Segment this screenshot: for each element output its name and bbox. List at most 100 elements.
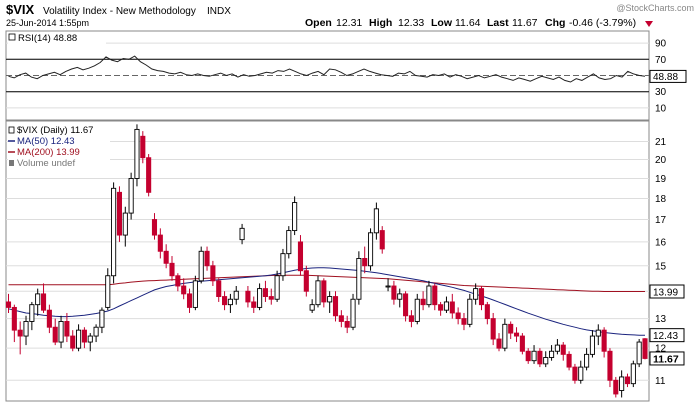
candle (5, 293, 12, 313)
candle-body (362, 258, 368, 267)
candle (519, 333, 525, 355)
candle-body (233, 290, 239, 300)
candle-body (76, 329, 82, 349)
candle (496, 333, 502, 352)
candle (292, 196, 298, 236)
candle-body (344, 321, 350, 328)
candle-body (151, 219, 158, 236)
candle-body (531, 350, 537, 362)
candle (537, 348, 543, 368)
price-tag-box (649, 284, 685, 299)
price-tick-label: 13 (655, 314, 667, 325)
candle (467, 293, 473, 328)
candle-body (426, 285, 432, 306)
candle (578, 360, 584, 384)
candle-body (332, 296, 339, 317)
chart-date: 25-Jun-2014 1:55pm (6, 18, 89, 28)
candle-body (455, 312, 461, 320)
candle-body (175, 275, 181, 287)
candle-body (572, 366, 578, 381)
candle (414, 293, 420, 325)
candle-body (578, 366, 584, 381)
rsi-panel: 90 70 30 10 RSI(14) 48.88 48.88 (5, 30, 687, 121)
candle-body (5, 301, 12, 308)
candle (455, 307, 461, 325)
candle (17, 321, 23, 355)
candle (367, 228, 374, 271)
candle (403, 291, 409, 322)
candle (116, 186, 122, 242)
candle (344, 315, 350, 334)
candle (461, 312, 467, 331)
rsi-title: RSI(14) 48.88 (18, 33, 77, 44)
chart-name: Volatility Index - New Methodology (43, 6, 196, 17)
candle-body (245, 290, 251, 303)
candle-body (268, 296, 274, 300)
last-value: 11.67 (512, 17, 538, 29)
candle (23, 315, 29, 346)
candle-body (52, 326, 58, 343)
candle-body (146, 157, 152, 193)
legend-bg (8, 136, 110, 147)
candle-body (99, 309, 105, 328)
candle (105, 268, 111, 311)
candle-body (619, 376, 625, 391)
candle-body (502, 323, 508, 349)
candle (198, 246, 204, 284)
candle (70, 330, 76, 352)
candle-body (134, 128, 140, 179)
candle-body (461, 318, 467, 325)
candle-body (303, 270, 309, 292)
candle (204, 246, 210, 271)
candle-body (70, 335, 76, 349)
candle (122, 206, 128, 247)
candle-body (315, 280, 321, 306)
candle-body (128, 178, 134, 214)
price-tick-label: 20 (655, 155, 667, 166)
candle (134, 124, 140, 187)
candle-body (513, 332, 520, 337)
open-label: Open (305, 17, 332, 29)
candle (99, 307, 105, 334)
candle-body (262, 288, 268, 298)
rsi-tick-label: 10 (655, 103, 667, 114)
chart-symbol: $VIX (6, 2, 35, 17)
price-tick-label: 21 (655, 137, 667, 148)
legend-swatch-volume (9, 160, 14, 166)
candle-body (210, 265, 216, 282)
candle-body (624, 376, 631, 385)
candle (473, 283, 479, 305)
rsi-tick-label: 90 (655, 39, 667, 50)
price-tick-label: 18 (655, 194, 667, 205)
candle (46, 304, 52, 334)
candle-body (438, 304, 444, 311)
candle-body (601, 329, 607, 352)
candle-body (385, 285, 391, 288)
candle (157, 228, 163, 259)
candle-body (478, 288, 485, 306)
candle-body (192, 280, 198, 308)
candle-body (379, 230, 385, 250)
candle (449, 293, 455, 319)
candle (350, 293, 356, 331)
candle (362, 246, 368, 274)
candle (29, 301, 35, 331)
candle-body (525, 350, 531, 362)
candle-body (537, 350, 543, 365)
candle (303, 265, 309, 297)
candle (426, 280, 432, 308)
candle-body (87, 335, 93, 343)
candle (233, 286, 239, 305)
price-tag-label: 11.67 (653, 353, 679, 365)
candle-body (140, 135, 146, 159)
candle (560, 342, 566, 361)
candle (87, 333, 93, 352)
candle-body (397, 293, 403, 300)
candle (595, 324, 601, 346)
rsi-series-line (8, 55, 646, 83)
candle-body (613, 379, 619, 395)
candle (356, 251, 362, 305)
candle-body (198, 250, 204, 282)
legend-entry: Volume undef (17, 158, 75, 169)
